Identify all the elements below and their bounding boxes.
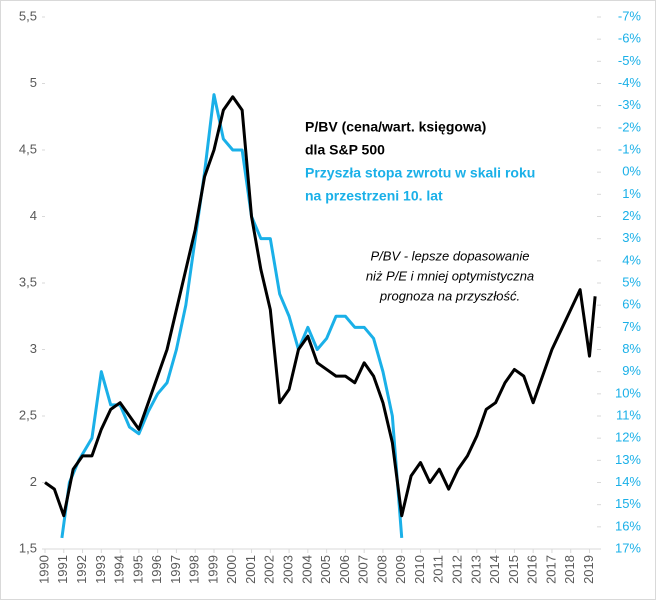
x-tick-label: 1994 — [112, 555, 127, 584]
x-tick-label: 2002 — [262, 555, 277, 584]
y2-tick-label: -6% — [618, 31, 642, 46]
y2-tick-label: 17% — [615, 540, 641, 555]
x-tick-label: 1991 — [55, 555, 70, 584]
x-tick-label: 2006 — [337, 555, 352, 584]
y2-tick-label: 1% — [622, 186, 641, 201]
y2-tick-label: 11% — [616, 407, 641, 422]
x-tick-label: 1999 — [205, 555, 220, 584]
y2-tick-label: -7% — [618, 8, 642, 23]
x-tick-label: 2018 — [562, 555, 577, 584]
y-tick-label: 4,5 — [19, 141, 37, 156]
y-tick-label: 3 — [30, 341, 37, 356]
x-tick-label: 2007 — [356, 555, 371, 584]
y-tick-label: 4 — [30, 208, 37, 223]
y-tick-label: 5,5 — [19, 8, 37, 23]
y2-tick-label: 15% — [615, 496, 641, 511]
y2-tick-label: 14% — [615, 474, 641, 489]
x-tick-label: 1997 — [168, 555, 183, 584]
y2-tick-label: 10% — [615, 385, 641, 400]
annotation: Przyszła stopa zwrotu w skali roku — [305, 165, 535, 181]
x-tick-label: 1998 — [187, 555, 202, 584]
y-tick-label: 1,5 — [19, 540, 37, 555]
y2-tick-label: -1% — [618, 141, 642, 156]
y2-tick-label: 6% — [622, 297, 641, 312]
y2-tick-label: 5% — [622, 274, 641, 289]
y2-tick-label: -4% — [618, 75, 642, 90]
x-tick-label: 1996 — [149, 555, 164, 584]
y2-tick-label: -3% — [618, 97, 642, 112]
x-tick-label: 2009 — [393, 555, 408, 584]
x-tick-label: 2008 — [374, 555, 389, 584]
y2-tick-label: 0% — [622, 164, 641, 179]
y2-tick-label: 4% — [622, 252, 641, 267]
x-tick-label: 2003 — [281, 555, 296, 584]
note: niż P/E i mniej optymistyczna — [366, 268, 534, 283]
y-tick-label: 2 — [30, 474, 37, 489]
y2-tick-label: 9% — [622, 363, 641, 378]
x-tick-label: 2015 — [506, 555, 521, 584]
x-tick-label: 2013 — [468, 555, 483, 584]
y2-tick-label: 16% — [615, 518, 641, 533]
y-tick-label: 5 — [30, 75, 37, 90]
y-tick-label: 3,5 — [19, 274, 37, 289]
x-tick-label: 2017 — [543, 555, 558, 584]
note: P/BV - lepsze dopasowanie — [371, 248, 530, 263]
annotation: P/BV (cena/wart. księgowa) — [305, 119, 486, 135]
series-line — [44, 95, 597, 518]
x-tick-label: 2000 — [224, 555, 239, 584]
y2-tick-label: 12% — [615, 430, 641, 445]
x-tick-label: 2014 — [487, 555, 502, 584]
x-tick-label: 1995 — [130, 555, 145, 584]
x-tick-label: 2019 — [581, 555, 596, 584]
y2-tick-label: 13% — [615, 452, 641, 467]
note: prognoza na przyszłość. — [379, 288, 520, 303]
y2-tick-label: 3% — [622, 230, 641, 245]
y2-tick-label: -5% — [618, 53, 642, 68]
x-tick-label: 2010 — [412, 555, 427, 584]
x-tick-label: 1993 — [93, 555, 108, 584]
y2-tick-label: 8% — [622, 341, 641, 356]
x-tick-label: 2005 — [318, 555, 333, 584]
x-tick-label: 2011 — [431, 555, 446, 583]
y2-tick-label: -2% — [618, 119, 642, 134]
x-tick-label: 2001 — [243, 555, 258, 584]
y2-tick-label: 2% — [622, 208, 641, 223]
x-tick-label: 2016 — [525, 555, 540, 584]
x-tick-label: 2004 — [299, 555, 314, 584]
x-tick-label: 1990 — [36, 555, 51, 584]
annotation: na przestrzeni 10. lat — [305, 188, 443, 204]
x-tick-label: 1992 — [74, 555, 89, 584]
x-tick-label: 2012 — [449, 555, 464, 584]
y-tick-label: 2,5 — [19, 407, 37, 422]
y2-tick-label: 7% — [622, 319, 641, 334]
annotation: dla S&P 500 — [305, 142, 385, 158]
